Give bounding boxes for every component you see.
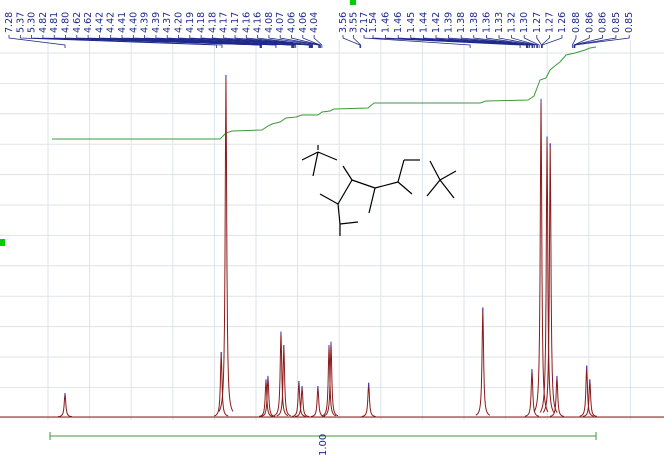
peak-label: 4.39 xyxy=(140,12,151,33)
peak-connector xyxy=(422,35,529,48)
peak-connector xyxy=(410,35,528,48)
peak-connector xyxy=(342,35,361,48)
peak-label: 5.37 xyxy=(15,12,26,33)
peak-label: 7.28 xyxy=(4,12,15,33)
peak-label: 1.44 xyxy=(418,12,429,33)
peak-connector xyxy=(279,35,320,48)
peak-label: 4.16 xyxy=(241,12,252,33)
peak-connector xyxy=(573,35,603,48)
peak-label: 1.42 xyxy=(431,12,442,33)
peak-label: 0.86 xyxy=(584,12,595,33)
peak-connector xyxy=(8,35,66,48)
peak-label: 1.30 xyxy=(519,12,530,33)
peak-labels: 7.28 5.37 5.30 4.82 4.81 4.80 4.62 4.62 4.42 4.42… xyxy=(4,12,635,48)
peak-connector xyxy=(65,35,263,48)
peak-connector xyxy=(541,35,550,48)
peak-label: 4.42 xyxy=(94,12,105,33)
peak-label: 4.39 xyxy=(151,12,162,33)
peak-label: 3.56 xyxy=(338,12,349,33)
peak-label: 0.85 xyxy=(624,12,635,33)
peak-label: 1.38 xyxy=(456,12,467,33)
peak-label: 5.30 xyxy=(27,12,38,33)
spectrum xyxy=(0,74,664,418)
peak-label: 0.88 xyxy=(571,12,582,33)
peak-connector xyxy=(485,35,535,48)
peak-connector xyxy=(363,35,471,48)
peak-connector xyxy=(353,35,362,48)
peak-label: 1.38 xyxy=(469,12,480,33)
peak-label: 4.37 xyxy=(162,12,173,33)
peak-label: 4.80 xyxy=(61,12,72,33)
peak-label: 4.19 xyxy=(185,12,196,33)
peak-label: 1.36 xyxy=(481,12,492,33)
peak-label: 1.33 xyxy=(494,12,505,33)
molecule xyxy=(301,145,457,236)
peak-label: 1.46 xyxy=(393,12,404,33)
peak-label: 1.26 xyxy=(557,12,568,33)
peak-label: 4.82 xyxy=(38,12,49,33)
peak-label: 4.20 xyxy=(174,12,185,33)
peak-connector xyxy=(268,35,320,48)
peak-label: 0.86 xyxy=(598,12,609,33)
marker xyxy=(0,239,5,246)
peak xyxy=(524,369,540,417)
peak-label: 2.17 xyxy=(359,12,370,33)
peak-label: 1.27 xyxy=(544,12,555,33)
peak-label: 4.18 xyxy=(207,12,218,33)
peak-connector xyxy=(511,35,538,48)
peak-label: 4.17 xyxy=(219,12,230,33)
peak-connector xyxy=(574,35,630,48)
peak-connector xyxy=(523,35,540,48)
peak-connector xyxy=(313,35,323,48)
peak-connector xyxy=(166,35,297,48)
integral-curve xyxy=(52,46,597,140)
peak-label: 4.40 xyxy=(128,12,139,33)
peak-connector xyxy=(572,35,577,48)
peak-label: 4.62 xyxy=(72,12,83,33)
peak-connector xyxy=(31,35,223,48)
peak-label: 4.41 xyxy=(117,12,128,33)
peak-connector xyxy=(541,35,563,48)
peak-label: 3.55 xyxy=(349,12,360,33)
peak-connector xyxy=(372,35,521,48)
peak-label: 4.42 xyxy=(106,12,117,33)
peak-connector xyxy=(211,35,312,48)
peak-label: 1.27 xyxy=(532,12,543,33)
peak-label: 1.54 xyxy=(368,12,379,33)
peak-label: 4.06 xyxy=(298,12,309,33)
peak-label: 1.32 xyxy=(507,12,518,33)
peak-connector xyxy=(448,35,533,48)
peak xyxy=(549,375,565,417)
marker xyxy=(350,0,356,5)
peak-label: 1.45 xyxy=(406,12,417,33)
peak-connector xyxy=(397,35,527,48)
peak-label: 1.46 xyxy=(381,12,392,33)
peak-label: 4.62 xyxy=(83,12,94,33)
peak-connector xyxy=(87,35,277,48)
peak-connector xyxy=(302,35,321,48)
peak-label: 4.07 xyxy=(275,12,286,33)
peak-connector xyxy=(473,35,534,48)
integral-label: 1.00 xyxy=(318,434,329,456)
peak-label: 4.17 xyxy=(230,12,241,33)
peak-label: 4.16 xyxy=(253,12,264,33)
peak-label: 4.04 xyxy=(309,12,320,33)
peak-label: 4.08 xyxy=(264,12,275,33)
peak-label: 4.06 xyxy=(287,12,298,33)
peak-connector xyxy=(498,35,538,48)
peak-label: 0.85 xyxy=(611,12,622,33)
peak xyxy=(310,386,325,417)
peak-label: 1.39 xyxy=(444,12,455,33)
peak xyxy=(582,379,597,417)
peak-label: 4.81 xyxy=(49,12,60,33)
peak-connector xyxy=(257,35,313,48)
peak-connector xyxy=(234,35,312,48)
peak-label: 4.18 xyxy=(196,12,207,33)
peak-connector xyxy=(435,35,530,48)
peak xyxy=(475,307,491,416)
